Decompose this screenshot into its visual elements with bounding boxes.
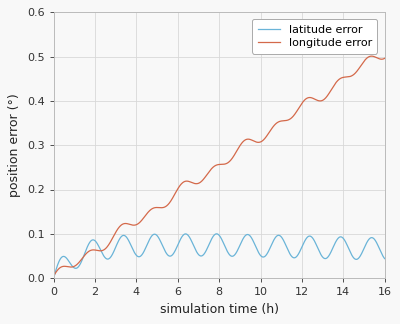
latitude error	[204, 249, 208, 253]
latitude error	[212, 233, 217, 237]
Line: latitude error: latitude error	[54, 234, 385, 278]
longitude error	[373, 55, 378, 59]
latitude error	[373, 238, 378, 242]
longitude error	[369, 54, 374, 58]
Legend: latitude error, longitude error: latitude error, longitude error	[252, 19, 378, 54]
latitude error	[373, 238, 378, 242]
latitude error	[51, 276, 56, 280]
Y-axis label: position error (°): position error (°)	[8, 93, 21, 197]
longitude error	[204, 174, 208, 178]
longitude error	[382, 56, 387, 60]
longitude error	[68, 265, 73, 269]
longitude error	[312, 97, 317, 101]
longitude error	[373, 55, 378, 59]
longitude error	[212, 164, 217, 168]
X-axis label: simulation time (h): simulation time (h)	[160, 303, 279, 316]
Line: longitude error: longitude error	[54, 56, 385, 276]
latitude error	[382, 257, 387, 260]
latitude error	[214, 232, 219, 236]
latitude error	[68, 262, 73, 266]
longitude error	[51, 274, 56, 278]
latitude error	[312, 239, 317, 243]
